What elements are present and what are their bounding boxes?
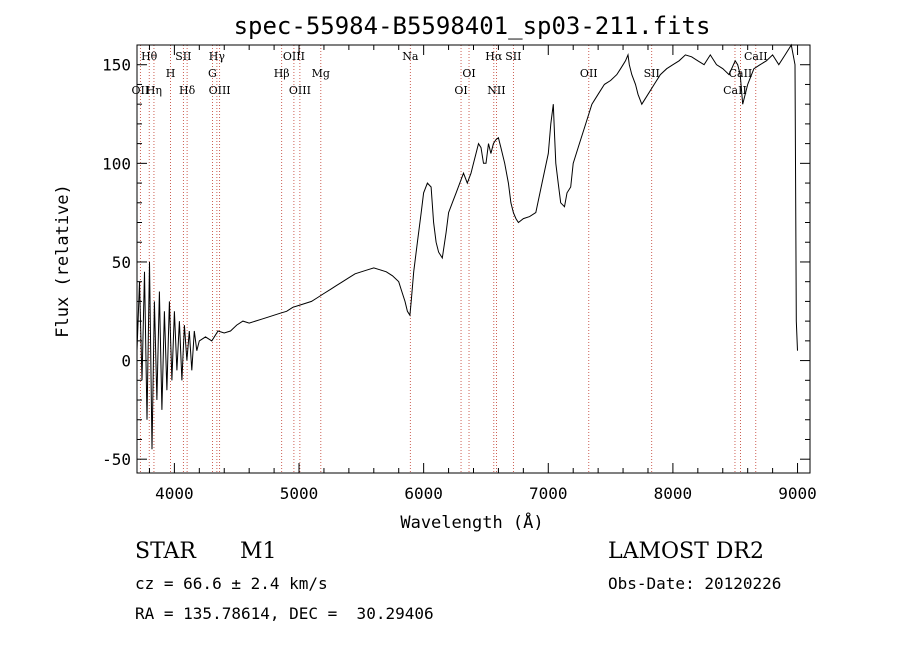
line-label: OIII xyxy=(209,84,231,97)
line-label: OII xyxy=(132,84,150,97)
x-axis-label: Wavelength (Å) xyxy=(400,511,543,533)
y-tick-label: 0 xyxy=(121,352,131,371)
line-label: CaII xyxy=(723,84,747,97)
line-label: CaII xyxy=(744,50,768,63)
emission-line-markers xyxy=(139,45,757,473)
object-type: STAR xyxy=(135,539,196,564)
line-label: Hθ xyxy=(141,50,158,63)
x-tick-label: 9000 xyxy=(778,484,817,503)
line-label: Hη xyxy=(146,84,162,97)
y-tick-label: 150 xyxy=(102,56,131,75)
axis-ticks: 4000 5000 6000 7000 8000 9000 -50 0 50 100 150 xyxy=(102,45,817,503)
y-tick-label: 50 xyxy=(112,253,131,272)
obs-date: Obs-Date: 20120226 xyxy=(608,574,782,593)
emission-line-labels: HθOIIHηHSIIHδHγGOIIIOIIIHβOIIIMgNaOIOIHα… xyxy=(132,50,768,97)
line-label: Na xyxy=(402,50,419,63)
line-label: OI xyxy=(454,84,467,97)
y-tick-label: -50 xyxy=(102,450,131,469)
survey-name: LAMOST DR2 xyxy=(608,539,764,564)
x-tick-label: 4000 xyxy=(155,484,194,503)
line-label: NII xyxy=(487,84,505,97)
line-label: SII xyxy=(644,67,660,80)
line-label: CaII xyxy=(729,67,753,80)
redshift-readout: cz = 66.6 ± 2.4 km/s xyxy=(135,574,328,593)
line-label: Hα xyxy=(485,50,503,63)
coordinates-readout: RA = 135.78614, DEC = 30.29406 xyxy=(135,604,434,623)
line-label: Hβ xyxy=(274,67,290,80)
plot-frame xyxy=(136,44,811,474)
line-label: H xyxy=(166,67,176,80)
line-label: OIII xyxy=(289,84,311,97)
x-tick-label: 5000 xyxy=(280,484,319,503)
object-subclass: M1 xyxy=(240,539,277,564)
spectrum-series xyxy=(136,43,798,450)
x-tick-label: 7000 xyxy=(529,484,568,503)
line-label: G xyxy=(208,67,217,80)
x-tick-label: 8000 xyxy=(654,484,693,503)
y-axis-label: Flux (relative) xyxy=(53,184,73,338)
line-label: SII xyxy=(505,50,521,63)
line-label: Hγ xyxy=(209,50,226,63)
line-label: OII xyxy=(580,67,598,80)
line-label: Hδ xyxy=(179,84,196,97)
x-tick-label: 6000 xyxy=(404,484,443,503)
chart-title: spec-55984-B5598401_sp03-211.fits xyxy=(234,12,711,40)
y-tick-label: 100 xyxy=(102,154,131,173)
spectrum-line xyxy=(136,43,798,450)
line-label: Mg xyxy=(312,67,330,80)
line-label: OIII xyxy=(283,50,305,63)
line-label: SII xyxy=(175,50,191,63)
line-label: OI xyxy=(462,67,475,80)
